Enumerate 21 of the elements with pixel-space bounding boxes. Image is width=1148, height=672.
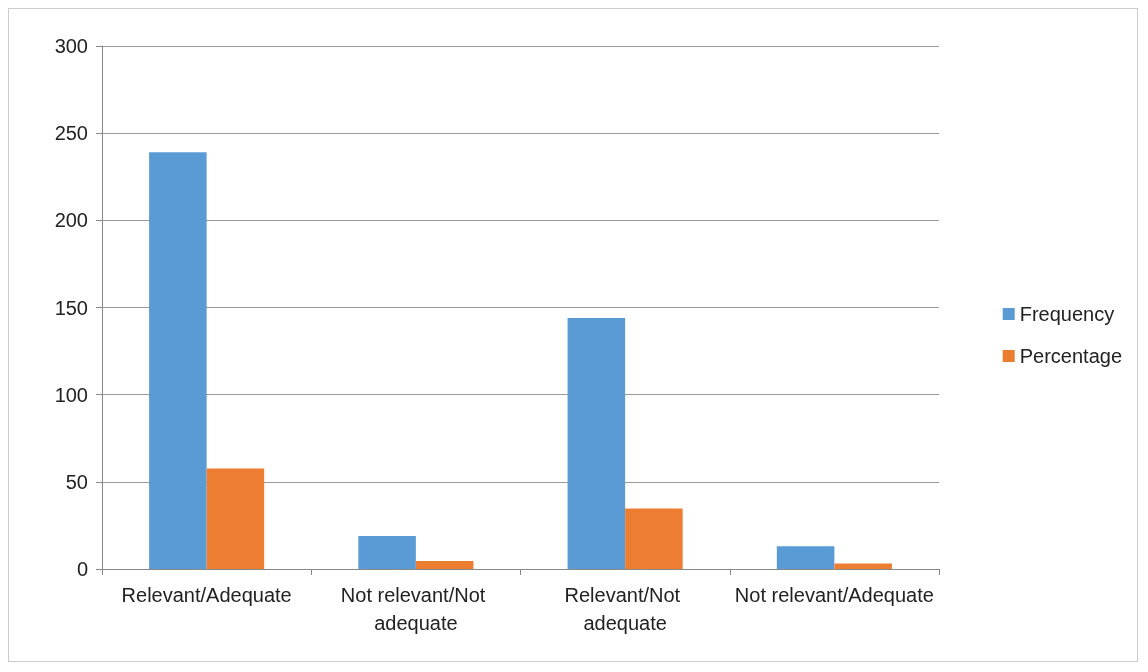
y-tick-label: 300 [54,35,88,57]
legend-label: Frequency [1019,303,1115,325]
bar [415,560,474,569]
legend-label: Percentage [1019,345,1122,367]
bar [567,317,626,569]
y-tick-label: 150 [54,296,88,319]
y-tick-label: 50 [65,470,88,493]
x-tick-label: Not relevant/Adequate [734,584,934,606]
y-tick-label: 250 [54,122,88,145]
y-tick-label: 0 [76,558,88,580]
bar [776,546,835,569]
y-tick-label: 200 [54,209,88,232]
bar [358,535,416,569]
bar [625,508,683,569]
bar [834,563,892,569]
bar [149,152,207,569]
y-tick-label: 100 [54,383,88,406]
x-tick-label: Relevant/Adequate [121,584,292,606]
x-tick-label: Relevant/Not adequate [564,584,686,634]
x-tick-label: Not relevant/Not adequate [340,584,491,634]
bar [206,468,265,569]
